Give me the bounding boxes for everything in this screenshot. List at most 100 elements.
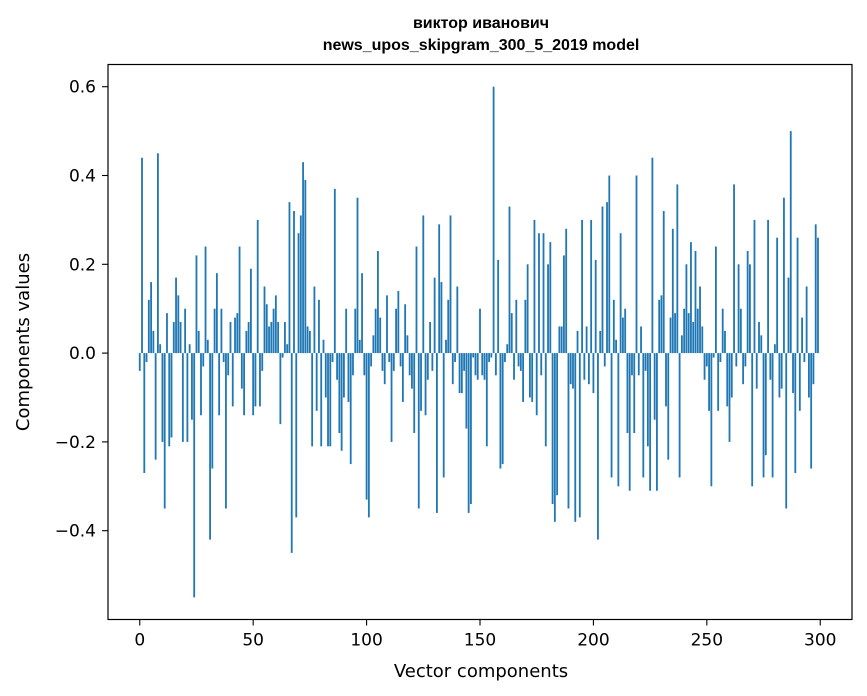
bar-285 [785, 353, 788, 509]
bar-214 [624, 308, 627, 354]
bar-264 [737, 264, 740, 354]
bar-273 [758, 322, 760, 354]
bar-34 [215, 273, 218, 354]
x-tick-label: 250 [691, 631, 723, 651]
y-tick-label: 0.0 [69, 344, 96, 364]
plot-frame [107, 63, 853, 621]
bar-11 [163, 353, 166, 509]
bar-183 [553, 353, 556, 522]
bar-81 [322, 339, 325, 354]
x-tick-label: 50 [242, 631, 264, 651]
bar-200 [592, 353, 595, 394]
bar-57 [268, 326, 270, 354]
bar-12 [166, 313, 168, 354]
bar-220 [637, 353, 640, 376]
bar-27 [200, 353, 202, 416]
y-tick-label: 0.4 [69, 167, 96, 187]
bar-155 [490, 353, 493, 358]
bar-202 [597, 353, 599, 540]
bar-107 [381, 353, 384, 371]
bar-257 [721, 308, 724, 354]
bar-178 [542, 233, 545, 354]
bar-99 [363, 353, 366, 376]
bar-269 [749, 264, 751, 354]
bar-35 [218, 353, 221, 416]
bar-223 [644, 353, 647, 371]
bar-64 [284, 322, 286, 354]
bar-136 [447, 299, 450, 354]
bar-187 [563, 255, 565, 354]
bar-262 [733, 184, 735, 354]
bar-137 [449, 215, 452, 354]
bar-235 [671, 228, 674, 354]
y-tick-label: −0.2 [55, 433, 96, 453]
bar-15 [172, 322, 175, 354]
bar-120 [411, 353, 413, 389]
bar-291 [798, 353, 801, 411]
bar-29 [204, 246, 207, 354]
bar-168 [519, 353, 522, 371]
bar-84 [329, 353, 332, 447]
bar-182 [551, 353, 554, 505]
bar-130 [433, 277, 436, 354]
bar-21 [186, 353, 189, 442]
bar-138 [451, 353, 454, 385]
bar-110 [388, 353, 391, 362]
bar-274 [760, 335, 763, 354]
bar-236 [674, 313, 676, 354]
bar-296 [810, 353, 813, 469]
bar-271 [753, 219, 756, 354]
bar-135 [445, 339, 447, 354]
bar-90 [343, 353, 345, 398]
bar-215 [626, 353, 629, 434]
y-tick-label: −0.4 [55, 522, 96, 542]
bar-170 [524, 299, 527, 354]
bar-299 [817, 237, 819, 354]
bar-267 [744, 353, 747, 367]
bar-60 [274, 295, 277, 354]
bar-186 [560, 326, 563, 354]
bar-69 [295, 353, 298, 518]
bar-4 [147, 299, 150, 354]
bar-36 [220, 308, 223, 354]
bar-249 [703, 353, 706, 380]
bar-37 [222, 353, 225, 362]
bar-195 [581, 219, 583, 354]
bar-58 [270, 322, 273, 354]
bar-298 [814, 224, 817, 354]
bar-245 [694, 250, 697, 354]
bar-242 [687, 313, 690, 354]
bar-199 [590, 219, 593, 354]
bar-95 [354, 308, 357, 354]
bar-2 [143, 353, 146, 473]
bar-160 [501, 353, 504, 465]
bar-83 [327, 353, 329, 447]
bar-239 [680, 335, 683, 354]
bar-292 [801, 317, 803, 354]
bar-219 [635, 175, 638, 354]
bar-33 [213, 308, 216, 354]
x-axis-label: Vector components [394, 661, 568, 682]
bar-132 [438, 224, 441, 354]
bar-49 [250, 268, 252, 354]
bar-3 [145, 353, 148, 362]
bar-196 [583, 353, 586, 380]
bar-23 [191, 353, 193, 420]
bar-208 [610, 353, 613, 478]
bar-197 [585, 326, 588, 354]
bar-243 [690, 242, 692, 354]
bar-94 [352, 353, 354, 376]
y-tick-label: 0.2 [69, 255, 96, 275]
bar-171 [526, 264, 529, 354]
bar-112 [392, 353, 395, 371]
bar-256 [719, 353, 722, 362]
bar-231 [662, 211, 665, 354]
bar-97 [358, 339, 361, 354]
bar-140 [456, 286, 459, 354]
bar-238 [678, 353, 681, 478]
bar-108 [383, 353, 386, 385]
bar-280 [773, 344, 776, 354]
bar-275 [762, 353, 765, 478]
bar-111 [390, 353, 393, 442]
